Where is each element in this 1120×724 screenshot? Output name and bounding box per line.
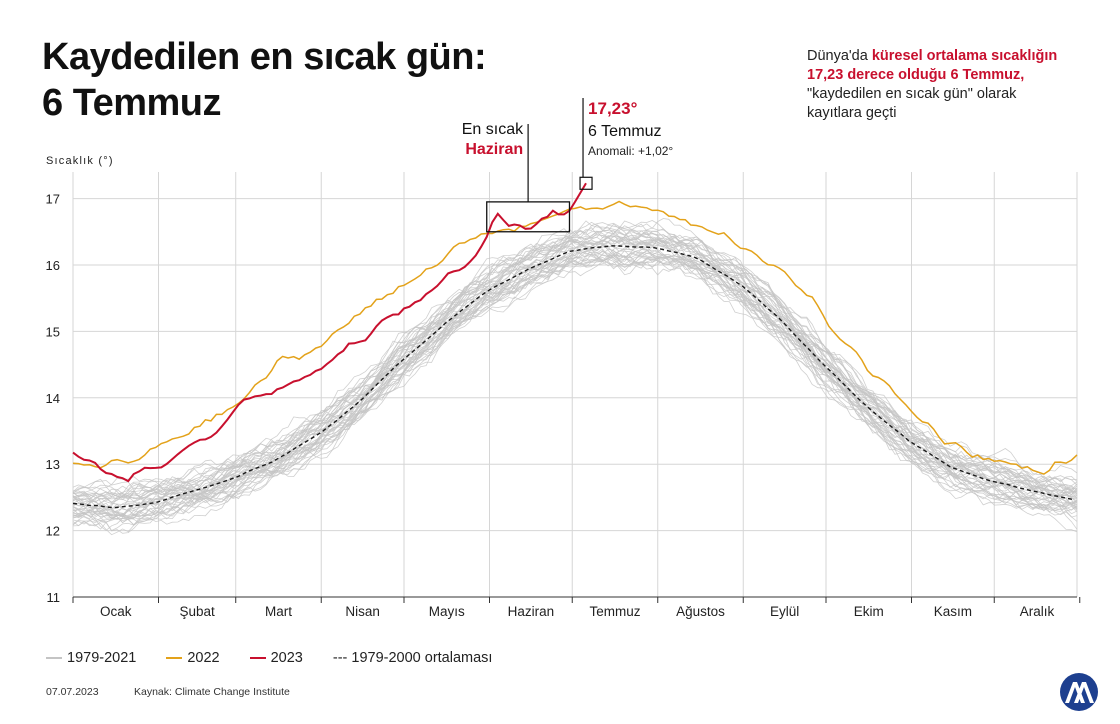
series-line-1979-2021 xyxy=(72,236,1078,507)
annotation-june-line1: En sıcak xyxy=(462,121,524,138)
series-line-2023 xyxy=(72,182,587,483)
series-1979-2021 xyxy=(72,218,1078,536)
series-line-1979-2021 xyxy=(72,235,1078,503)
chart-axes: 11 12 13 14 15 16 17 Ocak Şubat Mart Nisan Mayıs Haz… xyxy=(46,155,1081,619)
series-line-1979-2021 xyxy=(72,227,1078,501)
series-line-1979-2021 xyxy=(72,224,1078,504)
annotation-record-date: 6 Temmuz xyxy=(588,123,662,140)
footer-date: 07.07.2023 xyxy=(46,686,99,698)
y-tick-label: 16 xyxy=(46,258,60,273)
x-tick-label: Şubat xyxy=(179,604,215,619)
series-line-1979-2021 xyxy=(72,218,1078,493)
x-tick-label: Ekim xyxy=(854,604,884,619)
series-line-1979-2021 xyxy=(72,229,1078,503)
legend-item-2023: 2023 xyxy=(249,650,303,666)
series-line-1979-2021 xyxy=(72,250,1078,530)
legend-item-2022: 2022 xyxy=(166,650,220,666)
x-tick-label: Mart xyxy=(265,604,292,619)
legend-item-avg: --- 1979-2000 ortalaması xyxy=(333,650,493,666)
legend-item-hist: 1979-2021 xyxy=(46,650,136,666)
legend-swatch-hist xyxy=(46,657,62,659)
legend-label-hist: 1979-2021 xyxy=(67,650,137,666)
series-line-1979-2021 xyxy=(72,224,1078,510)
chart-legend: 1979-2021 2022 2023 --- 1979-2000 ortala… xyxy=(46,648,522,668)
x-tick-label: Haziran xyxy=(508,604,555,619)
legend-swatch-2023 xyxy=(249,657,266,659)
y-tick-label: 11 xyxy=(47,590,61,605)
chart-title-line2: 6 Temmuz xyxy=(42,82,222,124)
annotation-record-anomaly: Anomali: +1,02° xyxy=(588,144,673,158)
record-highlight-box xyxy=(579,176,593,190)
y-axis-label: Sıcaklık (°) xyxy=(46,155,114,167)
footer-source: Kaynak: Climate Change Institute xyxy=(134,686,290,698)
chart-annotations: En sıcak Haziran 17,23° 6 Temmuz Anomali: +1… xyxy=(462,98,673,233)
info-note: Dünya'da küresel ortalama sıcaklığın 17,… xyxy=(807,47,1107,123)
chart-title-line1: Kaydedilen en sıcak gün: xyxy=(42,36,487,78)
x-tick-label: Ağustos xyxy=(676,604,725,619)
y-tick-label: 15 xyxy=(46,324,60,339)
legend-label-avg: --- 1979-2000 ortalaması xyxy=(332,650,493,666)
x-tick-label: Aralık xyxy=(1020,604,1055,619)
annotation-june-line2: Haziran xyxy=(465,141,523,158)
x-tick-label: Kasım xyxy=(934,604,972,619)
aa-logo-icon xyxy=(1060,673,1098,711)
x-tick-label: Temmuz xyxy=(589,604,640,619)
note-highlight2: 17,23 derece olduğu 6 Temmuz, xyxy=(807,67,1025,83)
legend-swatch-2022 xyxy=(166,657,183,659)
note-part3: kayıtlara geçti xyxy=(807,105,897,121)
y-tick-label: 13 xyxy=(46,457,60,472)
annotation-record-value: 17,23° xyxy=(588,99,638,118)
note-highlight1: küresel ortalama sıcaklığın xyxy=(871,48,1058,64)
chart-title: Kaydedilen en sıcak gün: 6 Temmuz xyxy=(42,34,487,126)
x-tick-label: Ocak xyxy=(100,604,132,619)
y-tick-label: 12 xyxy=(46,524,60,539)
series-lines xyxy=(72,182,1078,509)
legend-label-2023: 2023 xyxy=(270,650,303,666)
series-line-1979-2021 xyxy=(72,223,1078,501)
y-tick-label: 17 xyxy=(46,192,60,207)
legend-label-2022: 2022 xyxy=(187,650,220,666)
series-line-1979-2021 xyxy=(72,250,1078,518)
x-tick-label: Mayıs xyxy=(429,604,465,619)
x-tick-label: Eylül xyxy=(770,604,799,619)
series-line-1979-2021 xyxy=(72,237,1078,515)
note-part1: Dünya'da xyxy=(807,48,872,64)
series-line-1979-2021 xyxy=(72,241,1078,519)
note-part2: "kaydedilen en sıcak gün" olarak xyxy=(807,86,1017,102)
series-line-average xyxy=(72,245,1075,509)
y-tick-label: 14 xyxy=(46,391,60,406)
series-line-1979-2021 xyxy=(72,250,1078,526)
x-tick-label: Nisan xyxy=(345,604,380,619)
